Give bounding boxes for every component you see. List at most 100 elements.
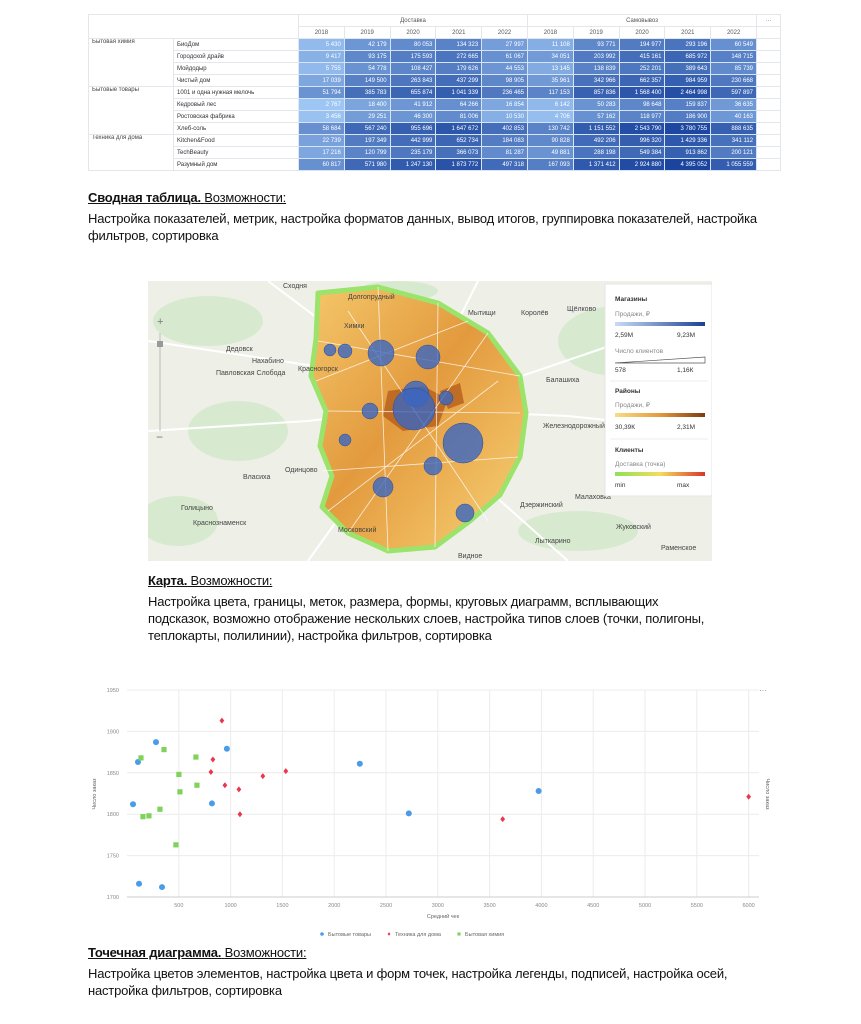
legend-max: 1,16К xyxy=(677,367,694,374)
point xyxy=(161,747,167,753)
column-header: 2021 xyxy=(435,26,483,39)
value-cell: 342 966 xyxy=(572,74,620,87)
store-circle xyxy=(415,344,441,370)
legend-marker xyxy=(457,932,461,936)
store-circle xyxy=(372,476,394,498)
place-label: Химки xyxy=(344,323,364,330)
store-circle xyxy=(438,390,454,406)
point xyxy=(138,755,144,761)
legend-marker xyxy=(387,932,391,936)
value-cell: 51 794 xyxy=(298,86,345,99)
store-circle xyxy=(392,387,436,431)
row-label: TechBeauty xyxy=(173,146,299,159)
point xyxy=(208,768,214,775)
value-cell: 203 992 xyxy=(572,50,620,63)
row-label: Ростовская фабрика xyxy=(173,110,299,123)
map-labels: Сходня Долгопрудный Мытищи Королёв Щёлково Хи… xyxy=(181,283,696,560)
value-cell: 1 247 130 xyxy=(389,158,437,171)
caption-title: Точечная диаграмма. xyxy=(88,945,222,960)
point xyxy=(177,789,183,795)
value-cell: 1 873 772 xyxy=(435,158,483,171)
zoom-plus[interactable]: + xyxy=(157,316,163,328)
value-cell: 17 216 xyxy=(298,146,345,159)
value-cell: 996 320 xyxy=(618,134,666,147)
value-cell: 497 318 xyxy=(481,158,529,171)
value-cell: 1 429 336 xyxy=(664,134,712,147)
place-label: Балашиха xyxy=(546,377,579,384)
column-header: 2020 xyxy=(389,26,437,39)
store-circle xyxy=(361,402,379,420)
table-row: Разумный дом 60 817 571 980 1 247 130 1 873 … xyxy=(89,158,782,171)
place-label: Одинцово xyxy=(285,467,318,474)
legend-metric: Доставка (точка) xyxy=(615,461,665,468)
table-row: TechBeauty 17 216 120 799 235 179 366 073 81 … xyxy=(89,146,782,159)
value-cell: 16 854 xyxy=(481,98,529,111)
table-row: Чистый дом 17 039 149 500 263 843 437 299 98 … xyxy=(89,74,782,87)
value-cell: 44 553 xyxy=(481,62,529,75)
place-label: Власиха xyxy=(243,474,270,481)
table-row: Мойдодыр 5 755 54 778 108 427 179 626 44 553 1… xyxy=(89,62,782,75)
value-cell: 148 715 xyxy=(710,50,758,63)
column-header: 2018 xyxy=(527,26,574,39)
value-cell: 80 053 xyxy=(389,38,437,51)
value-cell: 1 055 559 xyxy=(710,158,758,171)
chart-menu[interactable]: ··· xyxy=(759,686,767,695)
place-label: Павловская Слобода xyxy=(216,369,285,377)
place-label: Лыткарино xyxy=(535,538,571,545)
value-cell: 93 771 xyxy=(572,38,620,51)
value-cell: 252 201 xyxy=(618,62,666,75)
legend-title: Районы xyxy=(615,387,641,395)
point xyxy=(194,782,200,788)
place-label: Королёв xyxy=(521,310,549,317)
value-cell: 6 142 xyxy=(527,98,574,111)
value-cell: 888 635 xyxy=(710,122,758,135)
x-tick-label: 2000 xyxy=(328,903,340,909)
blank-cell xyxy=(756,134,782,147)
legend-size-wedge xyxy=(614,356,706,364)
value-cell: 341 112 xyxy=(710,134,758,147)
value-cell: 385 783 xyxy=(343,86,391,99)
value-cell: 98 905 xyxy=(481,74,529,87)
value-cell: 46 300 xyxy=(389,110,437,123)
column-header: 2021 xyxy=(664,26,712,39)
zoom-handle[interactable] xyxy=(157,341,163,347)
blank-cell xyxy=(756,62,782,75)
place-label: Нахабино xyxy=(252,357,284,365)
table-menu[interactable]: ··· xyxy=(756,14,782,27)
caption-subtitle: Возможности: xyxy=(224,945,307,960)
scatter-chart: ··· Число заказ Число заказ Средний чек … xyxy=(92,686,770,938)
value-cell: 22 739 xyxy=(298,134,345,147)
row-label: Кедровый лес xyxy=(173,98,299,111)
value-cell: 54 778 xyxy=(343,62,391,75)
point xyxy=(134,759,141,766)
value-cell: 197 349 xyxy=(343,134,391,147)
value-cell: 2 543 790 xyxy=(618,122,666,135)
point xyxy=(210,756,216,763)
value-cell: 117 153 xyxy=(527,86,574,99)
store-circles xyxy=(323,339,484,523)
value-cell: 2 464 998 xyxy=(664,86,712,99)
legend-label: Бытовые товары xyxy=(328,932,371,938)
value-cell: 597 897 xyxy=(710,86,758,99)
legend-min: 578 xyxy=(615,367,626,374)
x-tick-label: 4500 xyxy=(587,903,599,909)
row-label: 1001 и одна нужная мелочь xyxy=(173,86,299,99)
legend-max: 2,31М xyxy=(677,424,695,431)
x-tick-label: 2500 xyxy=(380,903,392,909)
y-tick-label: 1900 xyxy=(107,729,119,735)
value-cell: 98 648 xyxy=(618,98,666,111)
place-label: Дзержинский xyxy=(520,501,563,509)
zoom-minus[interactable]: − xyxy=(156,430,163,444)
column-header: 2019 xyxy=(572,26,620,39)
value-cell: 149 500 xyxy=(343,74,391,87)
blank-cell xyxy=(756,86,782,99)
column-header: 2020 xyxy=(618,26,666,39)
caption-subtitle: Возможности: xyxy=(204,190,287,205)
value-cell: 81 287 xyxy=(481,146,529,159)
value-cell: 130 742 xyxy=(527,122,574,135)
place-label: Долгопрудный xyxy=(348,293,395,301)
store-circle xyxy=(338,433,352,447)
row-label: Хлеб-соль xyxy=(173,122,299,135)
y-tick-label: 1950 xyxy=(107,688,119,694)
